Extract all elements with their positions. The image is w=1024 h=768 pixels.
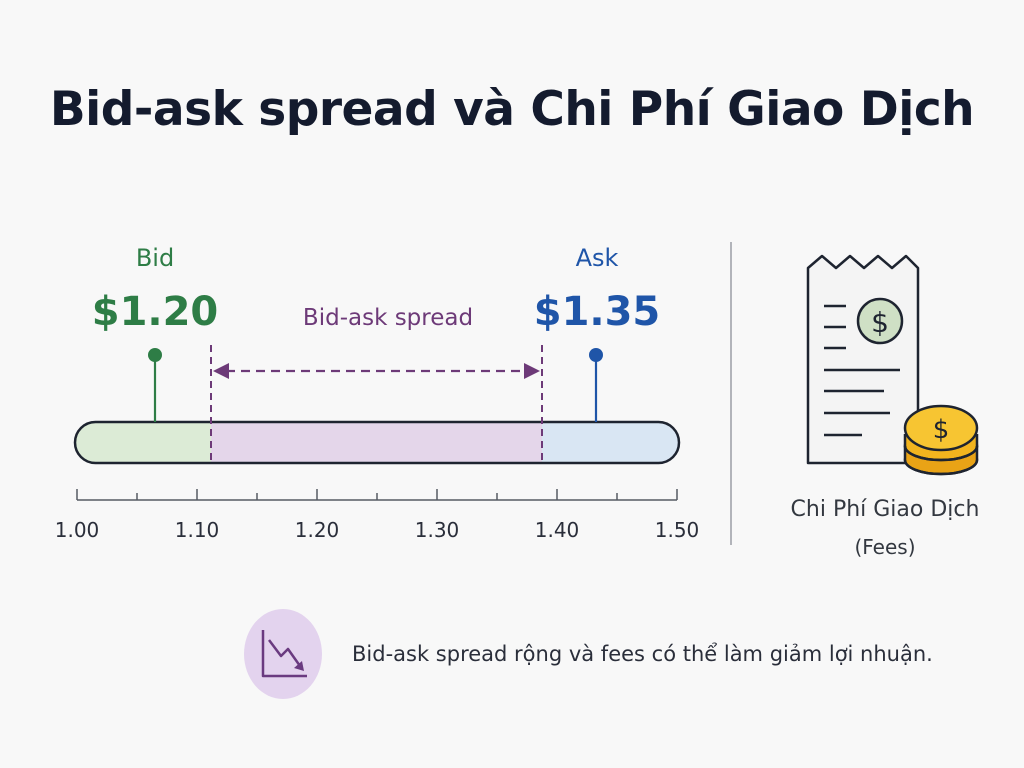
spread-arrow-left-head — [213, 363, 229, 379]
spread-label: Bid-ask spread — [303, 305, 473, 331]
axis-tick-label: 1.20 — [295, 518, 340, 542]
fees-title: Chi Phí Giao Dịch — [790, 497, 980, 522]
ask-zone — [542, 422, 679, 463]
svg-text:$: $ — [933, 415, 950, 445]
ask-price: $1.35 — [534, 289, 661, 335]
axis-tick-label: 1.50 — [655, 518, 700, 542]
price-bar-outline — [73, 420, 681, 465]
dollar-coin-icon: $ — [856, 297, 904, 345]
ask-pin-head — [589, 348, 603, 362]
ask-label: Ask — [576, 244, 619, 272]
spread-arrow-right-head — [524, 363, 540, 379]
axis-tick-label: 1.30 — [415, 518, 460, 542]
fees-subtitle: (Fees) — [854, 535, 916, 559]
bid-label: Bid — [136, 244, 174, 272]
axis-tick-label: 1.00 — [55, 518, 100, 542]
trend-down-icon — [244, 609, 322, 699]
axis-tick-label: 1.10 — [175, 518, 220, 542]
svg-text:$: $ — [871, 306, 889, 339]
bid-price: $1.20 — [92, 289, 219, 335]
spread-zone — [211, 422, 542, 463]
receipt-icon — [806, 254, 920, 465]
coin-stack-icon: $ — [903, 404, 979, 476]
note-text: Bid-ask spread rộng và fees có thể làm g… — [352, 642, 933, 666]
page-title: Bid-ask spread và Chi Phí Giao Dịch — [49, 82, 975, 137]
bid-zone — [75, 422, 211, 463]
axis-ticks: 1.00 1.10 1.20 1.30 1.40 1.50 — [55, 489, 700, 542]
bid-pin-head — [148, 348, 162, 362]
axis-tick-label: 1.40 — [535, 518, 580, 542]
